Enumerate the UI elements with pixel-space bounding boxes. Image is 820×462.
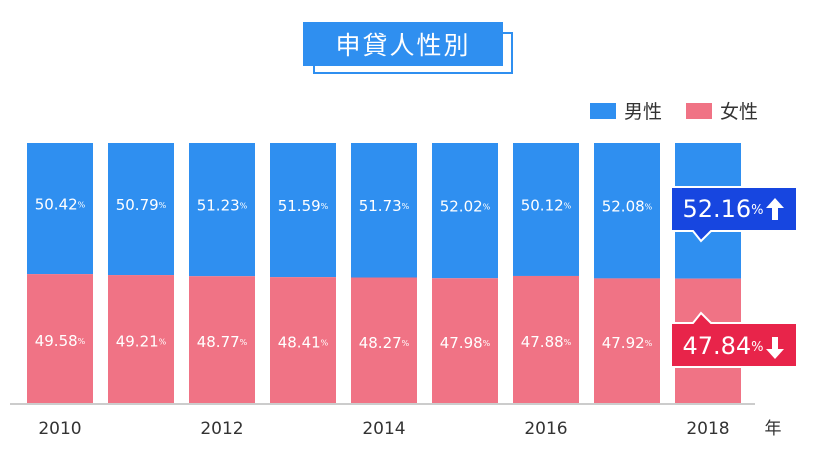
data-label-male-2011: 50.79% xyxy=(116,196,167,214)
chart-title: 申貸人性別 xyxy=(303,22,503,66)
data-label-female-2012: 48.77% xyxy=(197,333,248,351)
bar-female-2014 xyxy=(351,277,417,403)
bar-male-2016 xyxy=(513,143,579,276)
legend-item-male: 男性 xyxy=(589,97,662,124)
legend-swatch-male xyxy=(589,102,616,119)
x-tick-label-2018: 2018 xyxy=(686,419,729,439)
callout-female-value: 47.84% xyxy=(682,332,763,360)
data-label-male-2014: 51.73% xyxy=(359,197,410,215)
bar-female-2011 xyxy=(108,275,174,403)
data-label-female-2017: 47.92% xyxy=(602,334,653,352)
bar-female-2017 xyxy=(594,278,660,403)
bar-female-2012 xyxy=(189,276,255,403)
callout-female-box xyxy=(670,311,798,368)
legend-item-female: 女性 xyxy=(685,97,758,124)
x-tick-label-2012: 2012 xyxy=(200,419,243,439)
arrow-up-icon xyxy=(766,198,784,220)
legend: 男性 女性 xyxy=(576,97,758,124)
data-label-male-2017: 52.08% xyxy=(602,197,653,215)
arrow-down-icon xyxy=(766,337,784,359)
data-label-male-2013: 51.59% xyxy=(278,197,329,215)
bar-male-2013 xyxy=(270,143,336,278)
bar-female-2013 xyxy=(270,277,336,403)
data-label-male-2016: 50.12% xyxy=(521,196,572,214)
data-label-female-2013: 48.41% xyxy=(278,333,329,351)
data-label-male-2012: 51.23% xyxy=(197,196,248,214)
bar-male-2015 xyxy=(432,143,498,279)
x-axis-unit: 年 xyxy=(765,419,782,439)
bar-male-2017 xyxy=(594,143,660,279)
bar-male-2011 xyxy=(108,143,174,276)
x-tick-label-2010: 2010 xyxy=(38,419,81,439)
x-tick-label-2014: 2014 xyxy=(362,419,405,439)
bar-female-2015 xyxy=(432,278,498,403)
data-label-female-2016: 47.88% xyxy=(521,333,572,351)
data-label-female-2010: 49.58% xyxy=(35,332,86,350)
chart-title-box: 申貸人性別 xyxy=(303,22,513,74)
data-label-female-2011: 49.21% xyxy=(116,332,167,350)
data-label-male-2010: 50.42% xyxy=(35,195,86,213)
bar-male-2010 xyxy=(27,143,93,275)
legend-label-female: 女性 xyxy=(719,101,758,123)
legend-swatch-female xyxy=(685,102,712,119)
data-label-female-2015: 47.98% xyxy=(440,334,491,352)
bar-female-2016 xyxy=(513,275,579,403)
bar-male-2012 xyxy=(189,143,255,277)
bar-female-2010 xyxy=(27,274,93,403)
legend-label-male: 男性 xyxy=(623,101,662,123)
callout-male-value: 52.16% xyxy=(682,195,763,223)
callout-male-box xyxy=(670,186,798,243)
x-tick-label-2016: 2016 xyxy=(524,419,567,439)
data-label-female-2014: 48.27% xyxy=(359,333,410,351)
bar-male-2014 xyxy=(351,143,417,278)
data-label-male-2015: 52.02% xyxy=(440,197,491,215)
